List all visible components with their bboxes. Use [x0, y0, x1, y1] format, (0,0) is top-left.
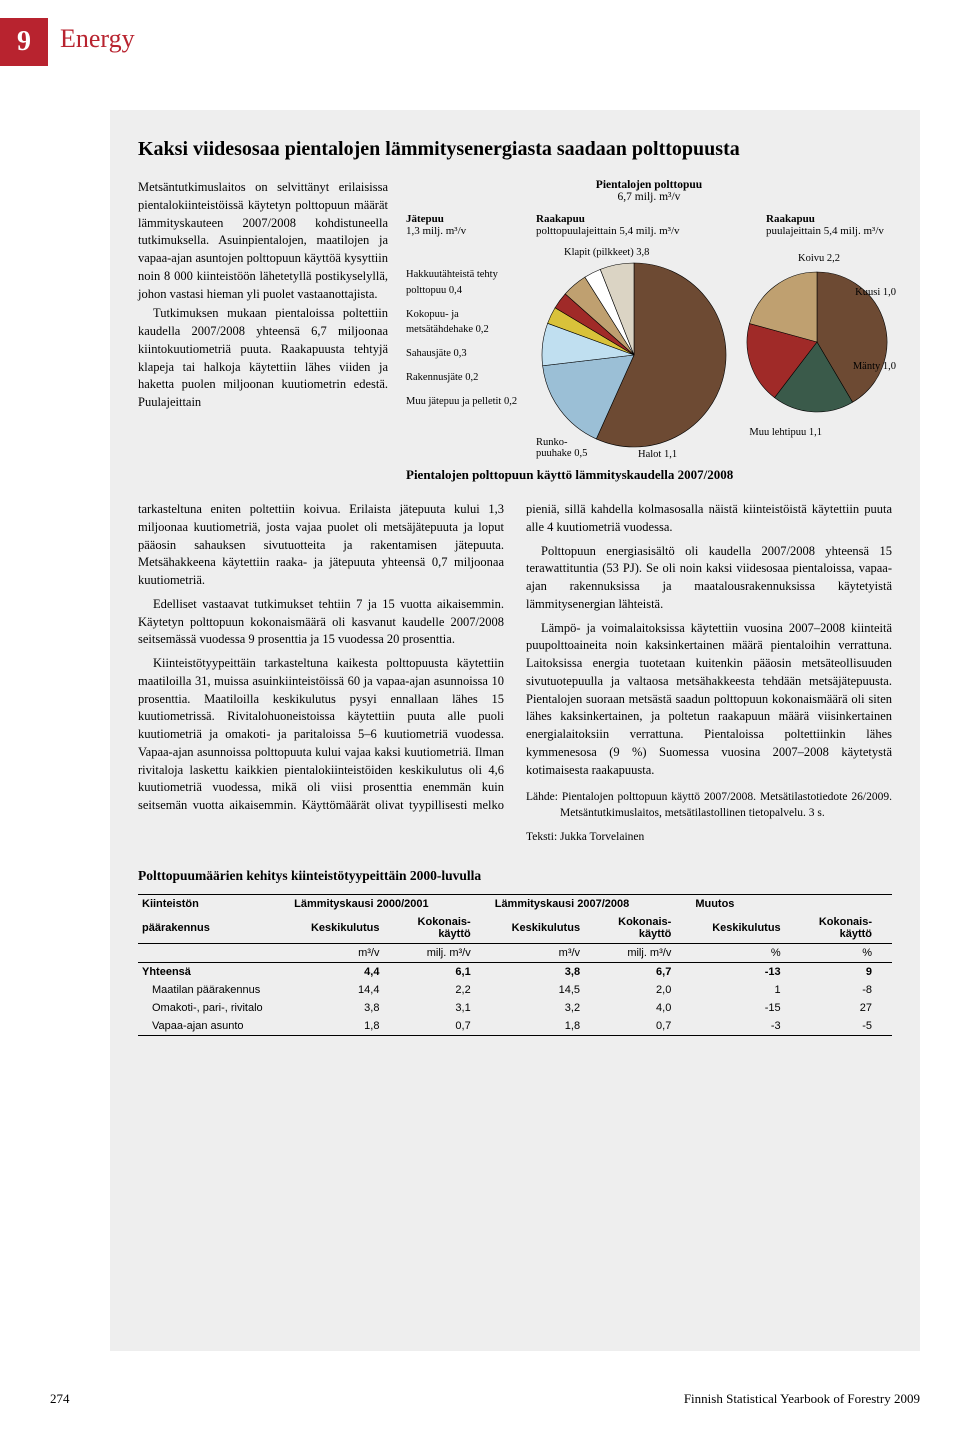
article-box: Kaksi viidesosaa pientalojen lämmitysene…	[110, 110, 920, 1351]
label-manty: Mänty 1,0	[853, 361, 896, 372]
label-halot: Halot 1,1	[638, 449, 677, 460]
source-block: Lähde: Pientalojen polttopuun käyttö 200…	[526, 789, 892, 845]
label-koivu: Koivu 2,2	[798, 253, 840, 264]
data-table: KiinteistönLämmityskausi 2000/2001Lämmit…	[138, 894, 892, 1036]
intro-column: Metsäntutkimuslaitos on selvittänyt eril…	[138, 179, 388, 489]
label-klapit: Klapit (pilkkeet) 3,8	[564, 247, 649, 258]
chart-col3-header: Raakapuu puulajeittain 5,4 milj. m³/v	[766, 213, 892, 237]
page-number: 274	[50, 1391, 70, 1407]
body-p4: Polttopuun energiasisältö oli kaudella 2…	[526, 543, 892, 614]
body-p-continue: tarkasteltuna eniten poltettiin koivua. …	[138, 501, 504, 590]
table-title: Polttopuumäärien kehitys kiinteistötyype…	[138, 868, 892, 884]
body-p2: Edelliset vastaavat tutkimukset tehtiin …	[138, 596, 504, 649]
figure-caption: Pientalojen polttopuun käyttö lämmityska…	[406, 467, 892, 483]
legend-item: Hakkuutähteistä tehty polttopuu 0,4	[406, 267, 526, 299]
page-footer: 274 Finnish Statistical Yearbook of Fore…	[50, 1391, 920, 1407]
legend-item: Kokopuu- ja metsätähdehake 0,2	[406, 307, 526, 339]
label-muu: Muu lehtipuu 1,1	[749, 427, 822, 438]
body-columns: tarkasteltuna eniten poltettiin koivua. …	[138, 501, 892, 846]
intro-p1: Metsäntutkimuslaitos on selvittänyt eril…	[138, 179, 388, 303]
table-section: Polttopuumäärien kehitys kiinteistötyype…	[138, 868, 892, 1036]
body-p5: Lämpö- ja voimalaitoksissa käytettiin vu…	[526, 620, 892, 780]
chart-area: Pientalojen polttopuu 6,7 milj. m³/v Jät…	[406, 179, 892, 489]
chart-col2-header: Raakapuu polttopuulajeittain 5,4 milj. m…	[536, 213, 766, 237]
chapter-title: Energy	[60, 24, 135, 54]
article-title: Kaksi viidesosaa pientalojen lämmitysene…	[138, 138, 892, 161]
legend-item: Sahausjäte 0,3	[406, 346, 526, 362]
left-legend: Hakkuutähteistä tehty polttopuu 0,4 Kokop…	[406, 267, 526, 417]
legend-item: Muu jätepuu ja pelletit 0,2	[406, 394, 526, 410]
chapter-number-badge: 9	[0, 18, 48, 66]
intro-p2: Tutkimuksen mukaan pientaloissa poltetti…	[138, 305, 388, 412]
publication-title: Finnish Statistical Yearbook of Forestry…	[684, 1391, 920, 1407]
label-runko: Runko-puuhake 0,5	[536, 437, 587, 459]
pie-chart-left	[534, 255, 734, 455]
legend-item: Rakennusjäte 0,2	[406, 370, 526, 386]
chart-col1-header: Jätepuu 1,3 milj. m³/v	[406, 213, 536, 237]
chart-supertitle: Pientalojen polttopuu 6,7 milj. m³/v	[596, 179, 702, 203]
label-kuusi: Kuusi 1,0	[855, 287, 896, 298]
